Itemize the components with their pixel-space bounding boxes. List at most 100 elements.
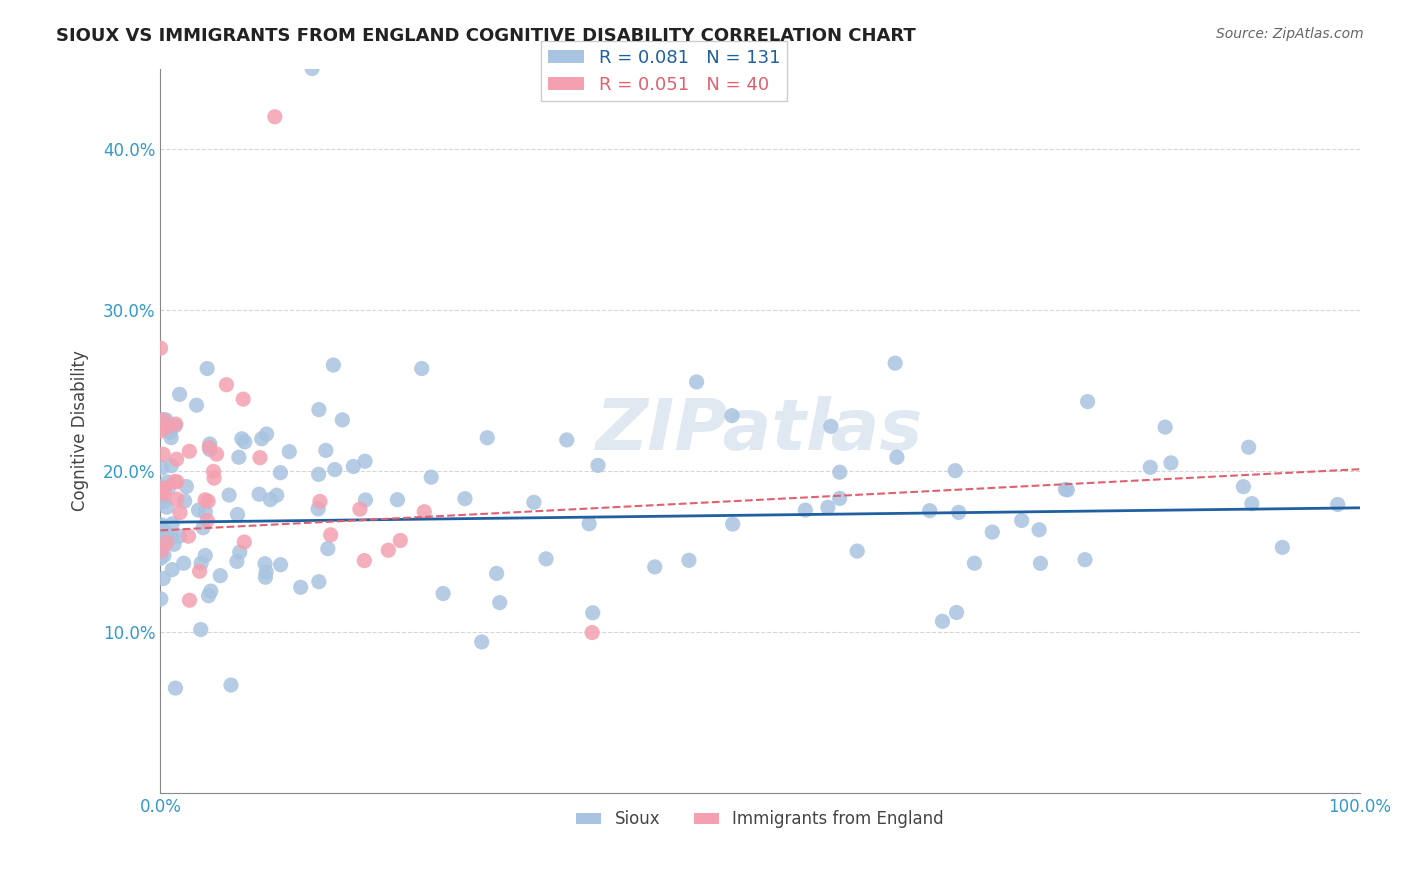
Immigrants from England bbox=[263, 110, 285, 124]
Sioux bbox=[387, 492, 409, 507]
Sioux bbox=[152, 413, 174, 427]
Sioux bbox=[721, 409, 744, 423]
Sioux bbox=[301, 62, 323, 76]
Sioux bbox=[1232, 480, 1254, 494]
Sioux bbox=[165, 418, 187, 433]
Immigrants from England bbox=[353, 554, 375, 568]
Sioux bbox=[194, 505, 217, 519]
Sioux bbox=[471, 635, 494, 649]
Text: ZIPatlas: ZIPatlas bbox=[596, 396, 924, 465]
Sioux bbox=[149, 551, 172, 566]
Sioux bbox=[1240, 497, 1263, 511]
Sioux bbox=[316, 541, 339, 556]
Immigrants from England bbox=[349, 502, 371, 516]
Sioux bbox=[1160, 456, 1182, 470]
Sioux bbox=[586, 458, 609, 473]
Sioux bbox=[1077, 394, 1099, 409]
Immigrants from England bbox=[194, 492, 217, 507]
Sioux bbox=[308, 574, 330, 589]
Sioux bbox=[150, 461, 173, 475]
Sioux bbox=[209, 568, 232, 582]
Sioux bbox=[534, 552, 557, 566]
Sioux bbox=[197, 589, 219, 603]
Sioux bbox=[1056, 483, 1078, 497]
Immigrants from England bbox=[188, 564, 211, 578]
Immigrants from England bbox=[249, 450, 271, 465]
Sioux bbox=[1271, 541, 1294, 555]
Sioux bbox=[685, 375, 707, 389]
Sioux bbox=[200, 584, 222, 599]
Sioux bbox=[254, 565, 277, 579]
Sioux bbox=[1011, 513, 1033, 527]
Sioux bbox=[163, 537, 186, 551]
Sioux bbox=[1074, 552, 1097, 566]
Y-axis label: Cognitive Disability: Cognitive Disability bbox=[72, 351, 89, 511]
Sioux bbox=[886, 450, 908, 465]
Sioux bbox=[150, 534, 173, 549]
Immigrants from England bbox=[156, 419, 179, 434]
Sioux bbox=[187, 503, 209, 517]
Sioux bbox=[270, 558, 292, 572]
Immigrants from England bbox=[179, 593, 201, 607]
Sioux bbox=[149, 591, 172, 606]
Sioux bbox=[218, 488, 240, 502]
Sioux bbox=[931, 615, 953, 629]
Sioux bbox=[159, 425, 181, 439]
Sioux bbox=[477, 431, 499, 445]
Sioux bbox=[190, 557, 212, 571]
Sioux bbox=[578, 516, 600, 531]
Sioux bbox=[820, 419, 842, 434]
Sioux bbox=[194, 549, 217, 563]
Immigrants from England bbox=[179, 444, 201, 458]
Sioux bbox=[432, 586, 454, 600]
Sioux bbox=[884, 356, 907, 370]
Sioux bbox=[817, 500, 839, 515]
Sioux bbox=[190, 623, 212, 637]
Immigrants from England bbox=[205, 447, 228, 461]
Immigrants from England bbox=[233, 535, 256, 549]
Sioux bbox=[160, 458, 183, 473]
Sioux bbox=[266, 488, 288, 502]
Immigrants from England bbox=[149, 341, 172, 355]
Sioux bbox=[523, 495, 546, 509]
Sioux bbox=[225, 554, 247, 568]
Sioux bbox=[160, 531, 183, 545]
Sioux bbox=[156, 500, 179, 515]
Immigrants from England bbox=[195, 514, 218, 528]
Sioux bbox=[981, 525, 1004, 540]
Immigrants from England bbox=[197, 494, 219, 508]
Sioux bbox=[308, 467, 330, 482]
Sioux bbox=[169, 529, 191, 543]
Sioux bbox=[159, 425, 181, 440]
Immigrants from England bbox=[156, 535, 179, 549]
Sioux bbox=[160, 431, 183, 445]
Sioux bbox=[165, 681, 187, 695]
Sioux bbox=[1028, 523, 1050, 537]
Sioux bbox=[721, 517, 744, 532]
Sioux bbox=[555, 433, 578, 447]
Immigrants from England bbox=[163, 475, 186, 489]
Sioux bbox=[259, 492, 281, 507]
Immigrants from England bbox=[166, 492, 188, 507]
Sioux bbox=[354, 454, 377, 468]
Sioux bbox=[254, 570, 277, 584]
Sioux bbox=[290, 580, 312, 594]
Immigrants from England bbox=[215, 377, 238, 392]
Immigrants from England bbox=[152, 413, 174, 427]
Immigrants from England bbox=[389, 533, 412, 548]
Immigrants from England bbox=[166, 475, 188, 489]
Immigrants from England bbox=[581, 625, 603, 640]
Sioux bbox=[411, 361, 433, 376]
Sioux bbox=[644, 560, 666, 574]
Sioux bbox=[169, 387, 191, 401]
Immigrants from England bbox=[319, 528, 342, 542]
Sioux bbox=[247, 487, 270, 501]
Sioux bbox=[342, 459, 364, 474]
Sioux bbox=[160, 516, 183, 531]
Sioux bbox=[794, 503, 817, 517]
Sioux bbox=[678, 553, 700, 567]
Immigrants from England bbox=[198, 440, 221, 454]
Sioux bbox=[153, 549, 176, 563]
Sioux bbox=[256, 427, 278, 442]
Immigrants from England bbox=[202, 471, 225, 485]
